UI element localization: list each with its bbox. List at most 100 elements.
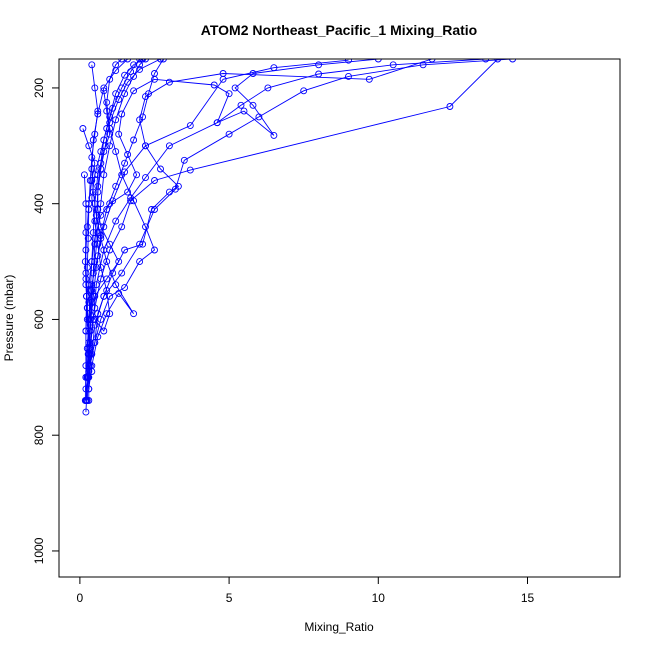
data-point <box>115 130 123 138</box>
data-point <box>494 59 502 63</box>
data-point <box>151 246 158 254</box>
data-point <box>88 258 96 266</box>
data-point <box>103 98 111 106</box>
data-point <box>82 327 90 335</box>
data-point <box>157 165 164 173</box>
data-point <box>100 292 108 300</box>
data-point <box>103 206 111 213</box>
data-point <box>91 171 99 179</box>
series-14 <box>85 59 158 370</box>
data-point <box>91 292 99 300</box>
data-point <box>118 223 126 231</box>
data-point <box>82 275 90 283</box>
data-point <box>91 234 99 242</box>
y-tick-label: 200 <box>32 78 46 98</box>
data-point <box>97 315 105 323</box>
x-axis-label: Mixing_Ratio <box>304 620 374 634</box>
data-point <box>106 310 114 318</box>
data-point <box>94 229 102 237</box>
series-line <box>88 59 143 320</box>
data-point <box>148 206 155 213</box>
data-point <box>81 397 89 404</box>
data-point <box>100 87 108 95</box>
data-point <box>103 275 111 283</box>
data-point <box>446 103 454 110</box>
data-point <box>100 327 108 335</box>
data-point <box>94 107 102 115</box>
data-point <box>88 153 96 161</box>
data-point <box>82 229 90 237</box>
data-point <box>112 90 120 98</box>
data-point <box>97 211 105 219</box>
data-point <box>389 61 397 69</box>
data-point <box>94 310 102 318</box>
data-point <box>237 101 245 109</box>
data-point <box>249 70 257 77</box>
data-point <box>85 206 93 213</box>
data-point <box>213 119 221 127</box>
data-point <box>85 315 93 323</box>
series-4 <box>82 59 352 404</box>
data-point <box>136 59 144 63</box>
data-point <box>115 96 123 103</box>
data-point <box>240 107 248 115</box>
data-point <box>121 159 129 167</box>
data-point <box>91 130 99 138</box>
data-point <box>112 281 120 289</box>
data-point <box>97 159 105 167</box>
data-point <box>124 188 132 196</box>
data-point <box>85 281 93 289</box>
data-point <box>79 125 87 132</box>
series-17 <box>82 59 382 335</box>
data-point <box>121 246 129 254</box>
data-point <box>130 87 138 95</box>
data-point <box>142 174 149 182</box>
data-point <box>121 284 129 292</box>
data-point <box>83 263 91 271</box>
data-point <box>165 142 173 150</box>
data-point <box>300 87 308 95</box>
series-5 <box>83 59 502 381</box>
data-point <box>94 333 102 341</box>
data-point <box>82 385 90 393</box>
data-point <box>142 93 149 101</box>
data-point <box>180 156 188 164</box>
data-point <box>83 292 90 300</box>
data-point <box>106 113 114 121</box>
x-tick-label: 10 <box>372 591 386 605</box>
data-point <box>91 339 99 347</box>
data-point <box>103 258 111 266</box>
data-point <box>136 116 144 124</box>
series-16 <box>85 59 147 323</box>
y-axis-label: Pressure (mbar) <box>2 275 16 362</box>
data-point <box>142 142 149 150</box>
series-line <box>88 59 513 401</box>
data-point <box>103 107 111 115</box>
data-point <box>428 59 436 63</box>
data-point <box>124 151 132 158</box>
data-point <box>97 263 105 271</box>
data-point <box>142 59 149 63</box>
data-point <box>133 171 141 179</box>
data-point <box>115 289 123 297</box>
data-point <box>225 90 233 98</box>
data-point <box>136 65 144 73</box>
y-tick-label: 600 <box>32 309 46 329</box>
data-point <box>85 344 93 352</box>
x-tick-label: 0 <box>77 591 84 605</box>
data-point <box>374 59 382 63</box>
plot-area <box>79 59 517 416</box>
data-point <box>91 84 99 92</box>
data-point <box>88 194 96 202</box>
data-point <box>130 310 138 318</box>
data-point <box>186 166 194 174</box>
y-axis: 200 400 600 800 1000 <box>32 78 60 564</box>
data-point <box>345 72 352 80</box>
data-point <box>151 75 158 83</box>
data-point <box>139 240 147 248</box>
data-point <box>97 148 105 156</box>
data-point <box>82 408 90 416</box>
data-point <box>136 258 144 266</box>
data-point <box>115 258 123 266</box>
